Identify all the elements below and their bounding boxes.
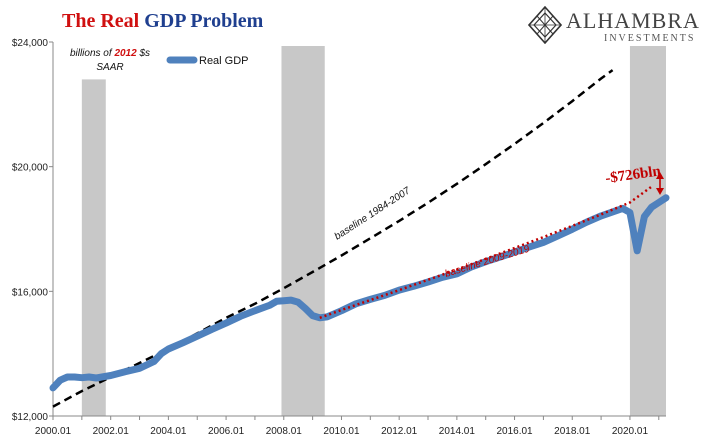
x-tick-label: 2000.01 xyxy=(35,426,72,437)
x-tick-label: 2004.01 xyxy=(150,426,187,437)
x-tick-label: 2008.01 xyxy=(266,426,303,437)
alhambra-logo: ALHAMBRA INVESTMENTS xyxy=(528,6,703,46)
x-tick-label: 2002.01 xyxy=(93,426,130,437)
logo-subtitle: INVESTMENTS xyxy=(604,33,696,44)
annotation-baseline-2009: baseline 2009-2019 xyxy=(444,244,532,280)
diamond-lattice-icon xyxy=(528,6,562,44)
y-tick-label: $12,000 xyxy=(12,412,49,423)
logo-name: ALHAMBRA xyxy=(566,8,700,33)
y-tick-label: $16,000 xyxy=(12,287,49,298)
title-part-blue: GDP Problem xyxy=(144,10,264,32)
axes xyxy=(52,42,666,417)
unit-note-post: $s xyxy=(139,48,151,59)
x-tick-label: 2016.01 xyxy=(496,426,533,437)
y-tick-labels: $12,000 $16,000 $20,000 $24,000 xyxy=(12,38,53,423)
y-tick-label: $24,000 xyxy=(12,38,49,49)
legend-label-real-gdp: Real GDP xyxy=(199,55,249,67)
unit-note: billions of 2012 $s SAAR xyxy=(60,47,160,75)
legend: Real GDP xyxy=(166,55,249,67)
gap-label: -$726bln xyxy=(604,163,662,187)
series-real-gdp xyxy=(49,194,670,392)
title-part-red: The Real xyxy=(62,10,140,32)
recession-bands xyxy=(81,46,666,417)
series-baseline-2009-2019 xyxy=(319,185,653,319)
series-baseline-1984-2007 xyxy=(52,69,614,408)
chart-title: The Real GDP Problem xyxy=(62,10,263,33)
x-tick-label: 2010.01 xyxy=(323,426,360,437)
unit-note-line2: SAAR xyxy=(96,62,124,73)
gap-arrow-head-bottom xyxy=(656,188,664,195)
unit-note-pre: billions of xyxy=(69,48,112,59)
recession-band xyxy=(281,46,325,416)
gap-marker: -$726bln xyxy=(604,163,664,195)
x-tick-label: 2020.01 xyxy=(612,426,649,437)
x-tick-label: 2014.01 xyxy=(439,426,476,437)
x-tick-label: 2012.01 xyxy=(381,426,418,437)
series xyxy=(49,69,670,408)
annotation-baseline-1984: baseline 1984-2007 xyxy=(333,185,413,242)
x-tick-label: 2006.01 xyxy=(208,426,245,437)
x-tick-label: 2018.01 xyxy=(554,426,591,437)
unit-note-year: 2012 xyxy=(114,48,137,59)
y-tick-label: $20,000 xyxy=(12,163,49,174)
x-tick-labels: 2000.01 2002.01 2004.01 2006.01 2008.01 2010.… xyxy=(35,416,660,437)
recession-band xyxy=(81,79,106,417)
gap-arrow-head-top xyxy=(656,172,664,179)
unit-note-line1: billions of 2012 $s xyxy=(60,47,160,61)
